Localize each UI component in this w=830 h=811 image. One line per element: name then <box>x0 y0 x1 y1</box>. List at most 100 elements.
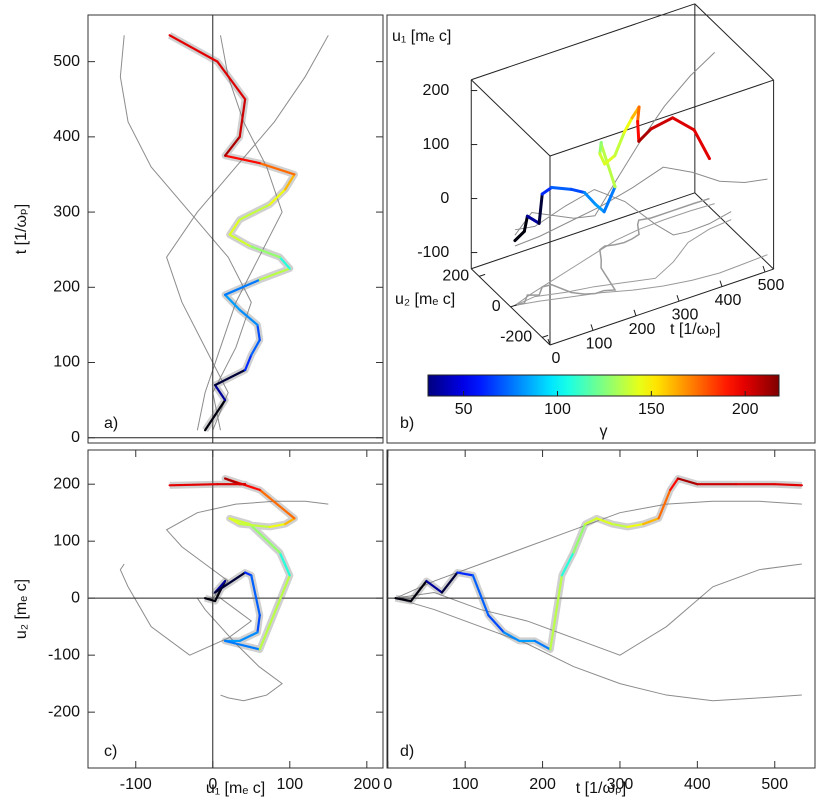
u2-tick <box>541 334 549 338</box>
trajectory-segment <box>425 579 444 594</box>
trajectory-segment <box>622 116 634 134</box>
trajectory-segment <box>278 256 291 270</box>
trajectory-segment <box>533 639 552 651</box>
trajectory-segment <box>238 203 271 221</box>
trajectory-segment <box>244 353 253 372</box>
trajectory-segment <box>603 154 617 166</box>
trajectory-segment <box>224 135 241 157</box>
panel-frame <box>386 14 816 444</box>
u2-tick <box>478 273 486 277</box>
trajectory-segment <box>228 218 241 236</box>
trajectory-segment <box>238 631 259 643</box>
floor-shadow <box>514 219 732 306</box>
colorbar <box>427 374 780 397</box>
trajectory-segment <box>669 477 680 491</box>
trajectory-segment <box>238 308 259 327</box>
t-tick <box>762 265 766 273</box>
panel-label: b) <box>400 415 414 432</box>
trajectory-segment <box>626 522 645 529</box>
y-tick-label: 100 <box>53 532 80 549</box>
trajectory-segment <box>258 267 291 281</box>
trajectory-segment <box>440 571 459 594</box>
trajectory-segment <box>773 483 803 487</box>
box-edge <box>549 79 774 157</box>
trajectory-segment <box>456 571 475 577</box>
box-edge <box>470 79 551 157</box>
trajectory-segment <box>583 191 598 206</box>
background-trajectory <box>119 35 252 431</box>
trajectory-segment <box>611 522 629 529</box>
trajectory-segment <box>278 551 291 577</box>
trajectory-segment <box>636 119 641 143</box>
trajectory-segment <box>256 323 261 342</box>
panel-label: c) <box>104 743 117 760</box>
trajectory-segment <box>487 614 505 634</box>
plot-area <box>88 450 383 768</box>
t-tick <box>590 324 594 331</box>
colorbar-tick-label: 50 <box>455 401 473 418</box>
trajectory-segment <box>595 517 614 526</box>
colorbar-tick-label: 150 <box>638 401 665 418</box>
plot-area <box>88 15 383 443</box>
u1-tick-label: 100 <box>423 136 450 153</box>
y-tick-label: 200 <box>53 475 80 492</box>
panel-label: a) <box>104 415 118 432</box>
panel-frame <box>386 449 816 769</box>
background-trajectory <box>395 563 802 656</box>
x-axis-label: u₁ [mₑ c] <box>206 780 265 797</box>
trajectory-segment <box>594 202 606 214</box>
y-tick-label: -200 <box>48 703 80 720</box>
colorbar-tick-label: 100 <box>544 401 571 418</box>
x-tick-label: 200 <box>353 776 380 793</box>
background-trajectory <box>514 188 732 236</box>
y-tick-label: 100 <box>53 354 80 371</box>
colorbar-label: γ <box>600 423 608 440</box>
t-tick <box>676 295 680 302</box>
y-tick-label: -100 <box>48 646 80 663</box>
x-tick-label: 300 <box>607 776 634 793</box>
trajectory-segment <box>258 574 291 651</box>
trajectory-segment <box>649 116 675 131</box>
trajectory-segment <box>256 614 261 634</box>
trajectory-segment <box>636 105 641 123</box>
background-trajectory <box>514 52 716 236</box>
background-trajectory <box>196 597 283 702</box>
panel-frame <box>87 449 384 769</box>
trajectory-segment <box>203 597 217 603</box>
trajectory-segment <box>540 186 554 196</box>
t-tick-label: 200 <box>629 321 656 338</box>
x-tick-label: 100 <box>452 776 479 793</box>
trajectory-segment <box>671 116 696 132</box>
trajectory-segment <box>213 368 247 387</box>
trajectory-segment <box>248 522 281 554</box>
x-tick-label: 100 <box>276 776 303 793</box>
trajectory-segment <box>598 140 603 156</box>
x-tick-label: -100 <box>120 776 152 793</box>
trajectory-segment <box>224 639 261 651</box>
trajectory-segment <box>228 517 241 526</box>
trajectory-segment <box>284 173 296 191</box>
box-edge <box>694 3 774 81</box>
trajectory-segment <box>569 187 587 195</box>
trajectory-segment <box>213 571 247 594</box>
u1-tick-label: 200 <box>423 82 450 99</box>
trajectory-segment <box>244 571 253 577</box>
u1-tick-label: 0 <box>440 190 449 207</box>
trajectory-segment <box>513 229 526 243</box>
background-trajectory <box>395 597 802 702</box>
t-tick <box>719 280 723 287</box>
y-axis-label: u₂ [mₑ c] <box>13 579 30 639</box>
t-tick <box>633 309 637 316</box>
y-tick-label: 0 <box>71 589 80 606</box>
floor-shadow <box>514 254 768 306</box>
panel-label: d) <box>400 743 414 760</box>
trajectory-segment <box>394 597 413 603</box>
trajectory-segment <box>238 98 247 138</box>
u2-tick-label: -200 <box>500 329 532 346</box>
trajectory-segment <box>168 34 219 63</box>
trajectory-segment <box>203 414 217 432</box>
t-tick-label: 0 <box>552 350 561 367</box>
x-tick-label: 200 <box>529 776 556 793</box>
trajectory-segment <box>560 551 575 577</box>
